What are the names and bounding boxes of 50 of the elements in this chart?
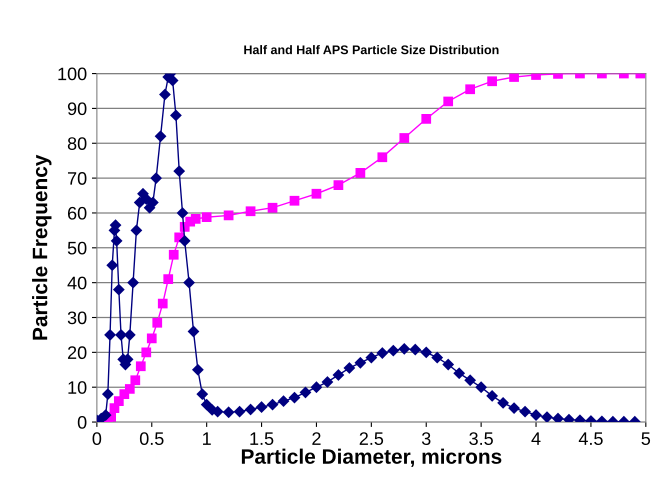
x-tick-label: 0.5 — [140, 432, 164, 446]
x-tick-label: 2 — [312, 432, 321, 445]
y-tick-label: 20 — [68, 346, 86, 360]
point — [158, 298, 168, 308]
x-tick-label: 3 — [422, 432, 430, 446]
point — [399, 133, 410, 143]
y-tick-label: 30 — [68, 311, 86, 324]
point — [268, 202, 278, 213]
point — [163, 274, 174, 284]
y-tick-label: 60 — [68, 206, 86, 220]
x-tick-label: 5 — [642, 432, 650, 446]
point — [141, 347, 152, 358]
point — [202, 212, 212, 222]
point — [224, 210, 234, 220]
point — [465, 84, 476, 94]
y-tick-label: 90 — [68, 102, 86, 116]
point — [124, 384, 135, 394]
point — [487, 76, 497, 86]
x-tick-label: 3.5 — [469, 432, 493, 446]
point — [130, 375, 140, 386]
point — [312, 188, 322, 199]
y-tick-label: 0 — [78, 416, 86, 429]
x-tick-label: 4 — [531, 432, 541, 445]
point — [190, 214, 201, 224]
y-tick-label: 40 — [67, 276, 86, 290]
point — [509, 74, 519, 82]
point — [421, 114, 432, 124]
y-tick-label: 100 — [58, 68, 86, 80]
point — [168, 250, 179, 260]
point — [146, 334, 157, 344]
x-axis-title: Particle Diameter, microns — [242, 448, 502, 467]
point — [356, 168, 366, 178]
point — [443, 96, 454, 106]
point — [334, 180, 344, 190]
x-tick-label: 4.5 — [578, 432, 603, 446]
x-tick-label: 1.5 — [250, 432, 274, 446]
y-axis-title: Particle Frequency — [32, 154, 52, 340]
point — [152, 318, 162, 328]
x-tick-label: 0 — [92, 432, 102, 446]
point — [246, 206, 256, 216]
x-tick-label: 2.5 — [360, 432, 384, 446]
chart-title: Half and Half APS Particle Size Distribution — [244, 45, 498, 54]
y-tick-label: 50 — [68, 242, 86, 255]
x-tick-label: 1 — [203, 432, 211, 445]
y-tick-label: 80 — [68, 137, 86, 150]
point — [377, 152, 388, 162]
point — [136, 361, 146, 372]
point — [290, 196, 300, 206]
y-tick-label: 70 — [68, 172, 86, 185]
y-tick-label: 10 — [68, 381, 86, 394]
